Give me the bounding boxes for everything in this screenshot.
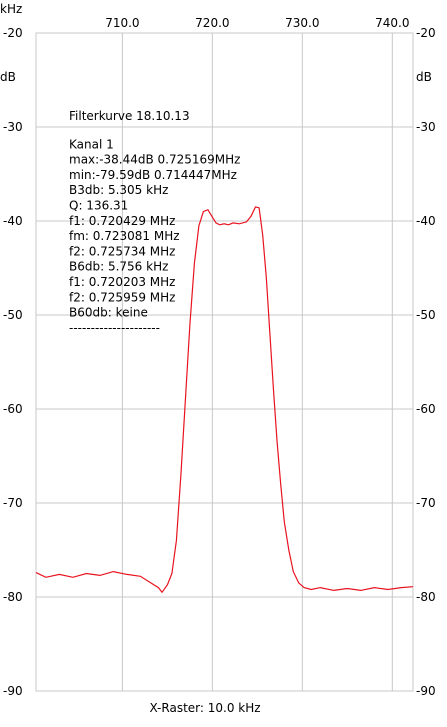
y-tick-label: -40 xyxy=(416,214,436,228)
x-tick-labels: 710.0 720.0 730.0 740.0 xyxy=(105,16,409,30)
y-tick-label: -50 xyxy=(3,308,23,322)
y-tick-label: -90 xyxy=(3,684,23,698)
measurement-annotations: Filterkurve 18.10.13 Kanal 1 max:-38.44dB … xyxy=(69,109,240,335)
y-tick-label: -30 xyxy=(416,120,436,134)
y-tick-label: -20 xyxy=(416,26,436,40)
annotation-line: fm: 0.723081 MHz xyxy=(69,229,180,243)
x-unit-label: kHz xyxy=(0,2,22,16)
x-axis-label: X-Raster: 10.0 kHz xyxy=(149,701,260,715)
y-tick-label: -60 xyxy=(416,402,436,416)
y-tick-label: -80 xyxy=(3,590,23,604)
x-tick-label: 730.0 xyxy=(285,16,319,30)
annotation-line: min:-79.59dB 0.714447MHz xyxy=(69,168,237,182)
annotation-line: max:-38.44dB 0.725169MHz xyxy=(69,153,240,167)
annotation-line: Q: 136.31 xyxy=(69,199,128,213)
y-unit-label-left: dB xyxy=(0,70,16,84)
filter-response-line xyxy=(35,206,414,594)
annotation-line: Filterkurve 18.10.13 xyxy=(69,109,190,123)
annotation-line: f2: 0.725959 MHz xyxy=(69,290,175,304)
x-tick-label: 720.0 xyxy=(195,16,229,30)
y-tick-label: -70 xyxy=(3,496,23,510)
annotation-line: --------------------- xyxy=(69,321,160,335)
y-tick-labels-left: -20 -30 -40 -50 -60 -70 -80 -90 xyxy=(3,26,23,698)
annotation-line: f1: 0.720429 MHz xyxy=(69,214,175,228)
y-tick-label: -90 xyxy=(416,684,436,698)
annotation-line: Kanal 1 xyxy=(69,137,114,151)
y-tick-label: -60 xyxy=(3,402,23,416)
annotation-line: B60db: keine xyxy=(69,306,148,320)
y-tick-label: -20 xyxy=(3,26,23,40)
y-tick-label: -30 xyxy=(3,120,23,134)
x-tick-label: 710.0 xyxy=(105,16,139,30)
x-tick-label: 740.0 xyxy=(375,16,409,30)
grid xyxy=(36,32,413,692)
annotation-line: B6db: 5.756 kHz xyxy=(69,260,168,274)
y-tick-label: -80 xyxy=(416,590,436,604)
plot-frame xyxy=(35,32,414,692)
y-tick-labels-right: -20 -30 -40 -50 -60 -70 -80 -90 xyxy=(416,26,436,698)
y-tick-label: -40 xyxy=(3,214,23,228)
annotation-line: f2: 0.725734 MHz xyxy=(69,244,175,258)
annotation-line: f1: 0.720203 MHz xyxy=(69,275,175,289)
y-tick-label: -70 xyxy=(416,496,436,510)
annotation-line: B3db: 5.305 kHz xyxy=(69,183,168,197)
y-unit-label-right: dB xyxy=(416,70,432,84)
y-tick-label: -50 xyxy=(416,308,436,322)
